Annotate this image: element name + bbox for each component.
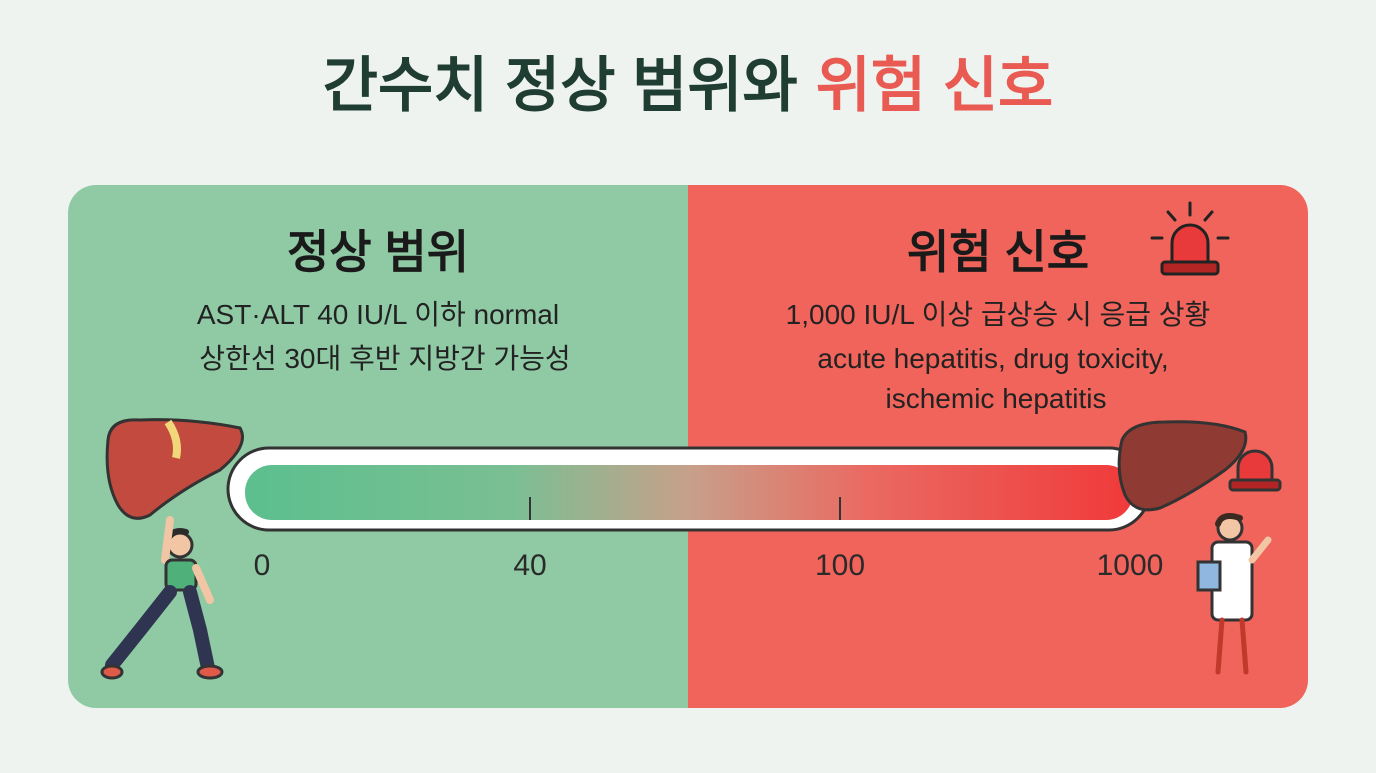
scale-label: 0 [254,549,271,582]
title: 간수치 정상 범위와 위험 신호 [323,52,1053,119]
gallbladder [164,419,181,459]
danger-line: ischemic hepatitis [886,383,1107,414]
healthy-liver [105,418,244,520]
alarm-icon [1150,201,1230,276]
danger-heading: 위험 신호 [907,226,1089,278]
sick-liver [1117,420,1248,512]
normal-line: 상한선 30대 후반 지방간 가능성 [199,343,570,374]
danger-line: 1,000 IU/L 이상 급상승 시 응급 상황 [786,299,1211,330]
normal-line: AST·ALT 40 IU/L 이하 normal [197,299,559,330]
doctor-illustration [1196,449,1282,675]
scale-label: 100 [815,549,865,582]
scale-label: 1000 [1097,549,1164,582]
title-highlight: 위험 신호 [816,52,1053,119]
woman-illustration [100,516,224,680]
gauge-fill [245,465,1133,520]
normal-heading: 정상 범위 [287,226,469,278]
scale-label: 40 [513,549,546,582]
title-main: 간수치 정상 범위와 [323,52,798,119]
danger-line: acute hepatitis, drug toxicity, [817,343,1168,374]
